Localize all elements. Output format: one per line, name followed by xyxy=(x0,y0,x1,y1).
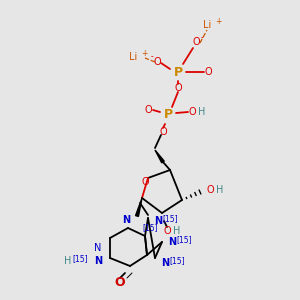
Text: O: O xyxy=(206,185,214,195)
Text: O: O xyxy=(163,226,171,236)
Text: O: O xyxy=(144,105,152,115)
Text: O: O xyxy=(153,57,161,67)
Text: H: H xyxy=(64,256,72,266)
Text: N: N xyxy=(94,243,102,253)
Text: O: O xyxy=(188,107,196,117)
Text: N: N xyxy=(94,256,102,266)
Text: O: O xyxy=(141,177,149,187)
Text: [15]: [15] xyxy=(72,254,88,263)
Text: N: N xyxy=(122,215,130,225)
Text: H: H xyxy=(216,185,224,195)
Text: +: + xyxy=(141,49,147,58)
Text: +: + xyxy=(215,17,221,26)
Polygon shape xyxy=(136,198,142,216)
Text: O: O xyxy=(159,127,167,137)
Text: N: N xyxy=(168,237,176,247)
Text: [15]: [15] xyxy=(176,236,192,244)
Text: O: O xyxy=(115,275,125,289)
Text: H: H xyxy=(198,107,206,117)
Text: Li: Li xyxy=(129,52,137,62)
Text: Li: Li xyxy=(203,20,211,30)
Text: [15]: [15] xyxy=(162,214,178,224)
Polygon shape xyxy=(155,150,164,163)
Text: O: O xyxy=(204,67,212,77)
Text: N: N xyxy=(154,216,162,226)
Text: [15]: [15] xyxy=(142,224,158,232)
Text: -: - xyxy=(151,52,153,62)
Text: P: P xyxy=(164,109,172,122)
Text: P: P xyxy=(173,65,183,79)
Text: H: H xyxy=(173,226,181,236)
Text: O: O xyxy=(174,83,182,93)
Text: N: N xyxy=(161,258,169,268)
Text: [15]: [15] xyxy=(169,256,185,266)
Text: -: - xyxy=(201,34,203,43)
Text: O: O xyxy=(192,37,200,47)
